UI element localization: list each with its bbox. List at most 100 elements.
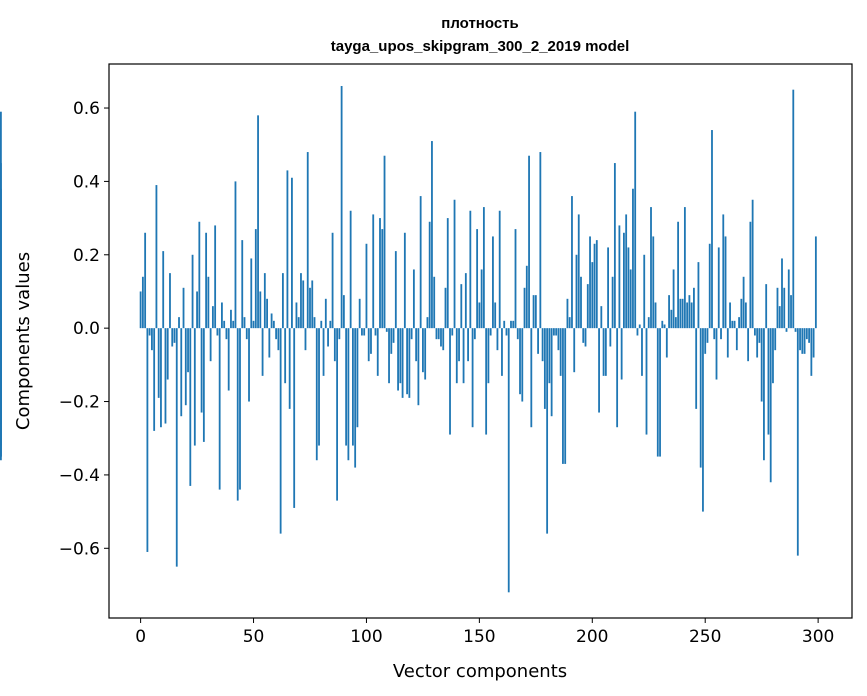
x-tick-label: 250 xyxy=(689,627,721,647)
bar-2 xyxy=(144,232,147,329)
bars-group xyxy=(0,86,817,593)
bar-157 xyxy=(494,302,497,329)
bar-208 xyxy=(609,328,612,347)
bar-30 xyxy=(207,276,210,329)
bar-undefined xyxy=(0,188,2,329)
bar-138 xyxy=(451,328,454,336)
bar-298 xyxy=(812,328,815,358)
bar-226 xyxy=(650,207,652,329)
bar-240 xyxy=(681,298,684,329)
bar-279 xyxy=(769,328,772,483)
bar-24 xyxy=(193,328,196,446)
bar-114 xyxy=(397,328,399,391)
bar-113 xyxy=(394,251,397,329)
bar-165 xyxy=(512,320,515,329)
bar-257 xyxy=(720,328,722,340)
bar-292 xyxy=(799,328,801,351)
bar-197 xyxy=(584,328,587,347)
bar-88 xyxy=(338,328,341,340)
bar-58 xyxy=(270,313,273,329)
bar-251 xyxy=(706,328,709,343)
bar-196 xyxy=(582,328,585,343)
bar-158 xyxy=(496,328,499,351)
bar-69 xyxy=(295,302,298,329)
bar-29 xyxy=(205,232,208,329)
bar-223 xyxy=(643,254,646,329)
x-tick-label: 150 xyxy=(463,627,495,647)
bar-39 xyxy=(227,328,230,391)
bar-176 xyxy=(537,328,539,354)
bar-285 xyxy=(783,287,786,329)
bar-undefined xyxy=(0,328,2,420)
bar-7 xyxy=(155,185,158,329)
bar-217 xyxy=(629,269,632,329)
bar-272 xyxy=(753,328,756,336)
bar-11 xyxy=(164,328,167,424)
y-tick-label: 0.6 xyxy=(73,99,100,119)
bar-225 xyxy=(647,317,650,329)
bar-155 xyxy=(489,328,492,336)
bar-241 xyxy=(683,207,686,329)
bar-108 xyxy=(383,155,386,329)
bar-277 xyxy=(765,284,768,329)
bar-120 xyxy=(410,328,413,340)
bar-127 xyxy=(426,317,429,329)
bar-15 xyxy=(173,328,176,343)
bar-undefined xyxy=(0,309,2,329)
bar-159 xyxy=(498,210,501,329)
bar-53 xyxy=(259,291,262,329)
bar-44 xyxy=(239,328,241,490)
bar-79 xyxy=(318,328,320,446)
bar-173 xyxy=(530,328,533,428)
bar-280 xyxy=(772,328,774,384)
bar-267 xyxy=(742,276,745,329)
bar-111 xyxy=(390,328,393,354)
bar-167 xyxy=(516,328,519,340)
bar-122 xyxy=(415,328,418,362)
bar-228 xyxy=(654,302,657,329)
bar-265 xyxy=(738,317,740,329)
bar-264 xyxy=(735,328,738,351)
bar-274 xyxy=(758,328,761,343)
bar-275 xyxy=(760,328,763,402)
bar-144 xyxy=(464,273,467,329)
bar-238 xyxy=(677,221,680,329)
bar-220 xyxy=(636,328,639,336)
bar-287 xyxy=(787,269,790,329)
bar-59 xyxy=(272,320,275,329)
bar-71 xyxy=(300,273,302,329)
plot-frame xyxy=(108,63,853,619)
bar-142 xyxy=(460,284,463,329)
bar-254 xyxy=(713,328,716,340)
bar-17 xyxy=(178,317,180,329)
bar-193 xyxy=(575,254,578,329)
bar-252 xyxy=(708,243,711,329)
bar-73 xyxy=(304,328,307,351)
bar-22 xyxy=(189,328,192,486)
bar-209 xyxy=(611,276,614,329)
bar-106 xyxy=(379,218,381,329)
bar-118 xyxy=(406,328,409,395)
bar-177 xyxy=(539,152,542,329)
bar-194 xyxy=(577,214,580,329)
bar-166 xyxy=(514,229,517,329)
bar-198 xyxy=(586,284,589,329)
bar-147 xyxy=(471,328,474,428)
y-tick-label: 0.4 xyxy=(73,172,100,192)
bar-269 xyxy=(747,328,750,362)
bar-211 xyxy=(616,328,619,428)
bar-109 xyxy=(385,328,388,332)
bar-61 xyxy=(277,328,280,351)
bar-132 xyxy=(437,328,440,340)
bar-152 xyxy=(482,207,485,329)
bar-282 xyxy=(776,287,779,329)
bar-218 xyxy=(632,188,634,329)
bar-181 xyxy=(548,328,551,384)
bar-186 xyxy=(559,328,562,376)
bar-89 xyxy=(340,86,343,329)
bar-188 xyxy=(564,328,567,464)
bar-80 xyxy=(320,320,323,329)
bar-35 xyxy=(218,328,221,490)
bar-150 xyxy=(478,302,481,329)
bar-222 xyxy=(641,328,643,376)
